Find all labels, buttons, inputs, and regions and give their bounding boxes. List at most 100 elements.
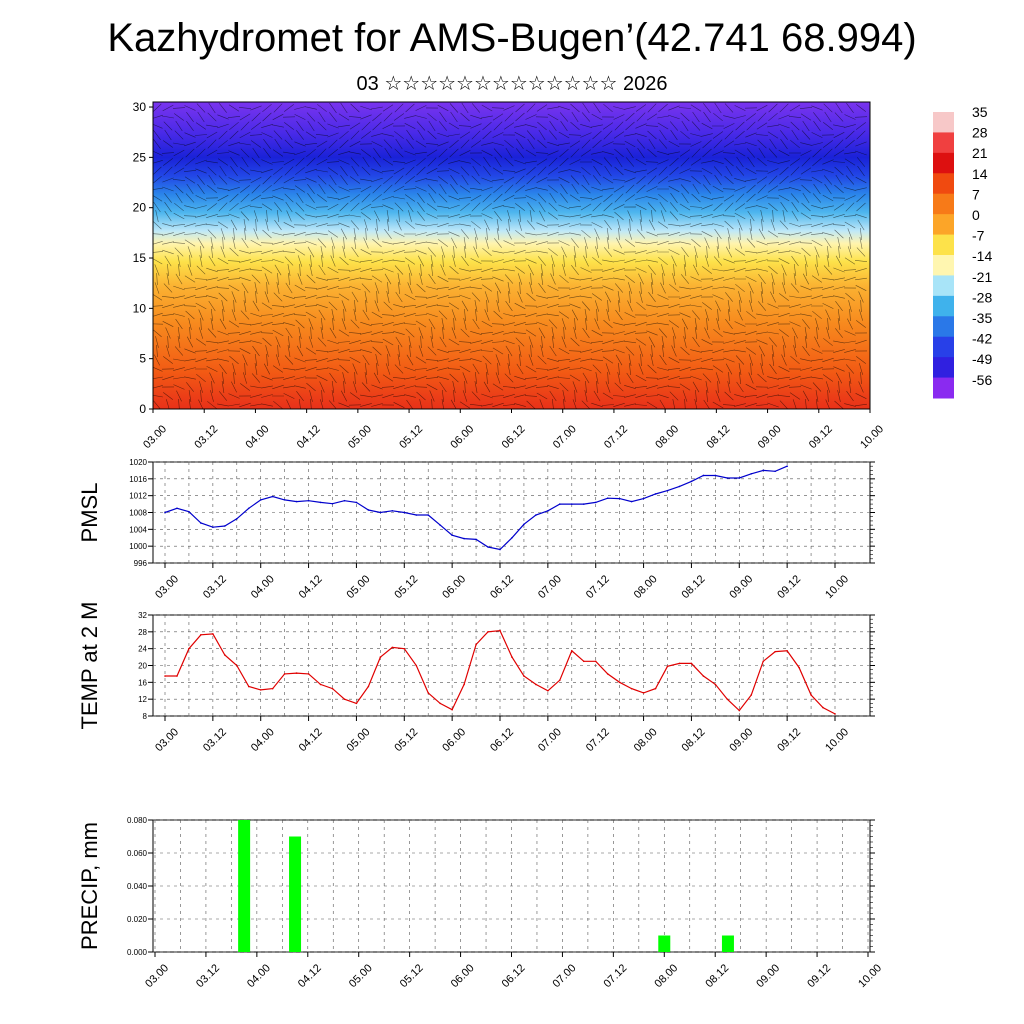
x-tick-label: 06.00	[440, 726, 468, 754]
data-point	[319, 501, 322, 504]
data-point	[343, 499, 346, 502]
y-tick-label: 1008	[129, 509, 147, 518]
data-point	[630, 687, 633, 690]
data-point	[164, 511, 166, 514]
data-point	[415, 664, 418, 667]
precip-bar	[238, 820, 251, 952]
data-point	[750, 694, 753, 696]
data-point	[786, 649, 788, 652]
wind-vectors	[153, 102, 868, 409]
data-point	[642, 692, 645, 694]
colorbar-swatch	[933, 152, 954, 174]
colorbar-label: -49	[972, 351, 992, 367]
data-point	[295, 672, 298, 674]
colorbar-label: 28	[972, 125, 988, 141]
data-point	[570, 649, 573, 652]
data-point	[247, 685, 250, 688]
colorbar-label: -7	[972, 228, 985, 244]
data-point	[714, 474, 717, 477]
data-point	[606, 497, 609, 499]
x-tick-label: 04.00	[245, 962, 273, 990]
surface-heat-cell	[630, 348, 770, 409]
y-tick-label: 996	[134, 559, 148, 568]
surface-heat-cell	[460, 310, 600, 409]
x-tick-label: 06.12	[488, 726, 516, 754]
y-tick-label: 8	[143, 712, 148, 721]
x-tick-label: 09.12	[775, 573, 803, 601]
x-tick-label: 04.00	[244, 423, 272, 451]
colorbar-swatch	[933, 193, 954, 215]
data-point	[200, 522, 202, 524]
data-point	[176, 675, 178, 677]
x-tick-label: 04.00	[249, 573, 277, 601]
x-tick-label: 03.12	[201, 573, 229, 601]
x-tick-label: 03.00	[141, 423, 169, 451]
x-tick-label: 04.12	[296, 962, 324, 990]
data-point	[212, 526, 214, 529]
y-tick-label: 24	[138, 645, 147, 654]
x-tick-label: 04.12	[297, 573, 325, 601]
colorbar-label: 14	[972, 166, 988, 182]
x-tick-label: 07.00	[551, 962, 579, 990]
data-point	[212, 633, 214, 635]
data-point	[750, 472, 753, 475]
y-tick-label: 5	[139, 352, 146, 366]
temp-panel: 8 12 16 20 24 28 32 TEMP at 2 M 03.00 03.12 04.00 0…	[77, 602, 875, 754]
y-tick-label: 1000	[129, 542, 147, 551]
x-tick-label: 07.12	[602, 423, 630, 451]
x-tick-label: 09.12	[775, 726, 803, 754]
x-tick-label: 03.00	[153, 726, 181, 754]
x-tick-label: 08.12	[680, 573, 708, 601]
data-point	[367, 509, 370, 511]
data-point	[487, 546, 489, 548]
data-point	[582, 660, 585, 663]
precip-bar	[658, 935, 671, 952]
x-tick-label: 05.00	[347, 962, 375, 990]
data-point	[271, 495, 274, 498]
cross-section-panel: 0 5 10 15 20 25 30 03.00 03.12 04.00 04.12 05.00 05.…	[133, 100, 886, 451]
y-tick-label: 0.000	[127, 948, 148, 957]
colorbar-swatch	[933, 275, 954, 297]
data-point	[618, 681, 621, 684]
colorbar-swatch	[933, 214, 954, 236]
y-tick-label: 28	[138, 628, 147, 637]
heatmap-field	[153, 102, 870, 409]
colorbar-label: 7	[972, 186, 980, 202]
data-point	[786, 465, 788, 468]
data-point	[559, 679, 561, 682]
x-tick-label: 03.00	[143, 962, 171, 990]
data-point	[726, 477, 729, 479]
data-point	[523, 523, 525, 526]
data-point	[690, 662, 693, 665]
data-point	[642, 497, 645, 500]
data-point	[738, 709, 741, 712]
data-point	[702, 675, 705, 677]
x-tick-label: 07.00	[536, 726, 564, 754]
y-tick-label: 0	[139, 402, 146, 416]
data-point	[654, 493, 657, 495]
data-point	[403, 647, 406, 650]
x-tick-label: 06.12	[500, 962, 528, 990]
y-axis-label: PRECIP, mm	[77, 822, 102, 950]
colorbar-swatch	[933, 173, 954, 195]
data-point	[439, 524, 441, 526]
data-point	[391, 510, 394, 512]
y-tick-label: 1020	[129, 458, 147, 467]
x-tick-label: 09.12	[807, 423, 835, 451]
colorbar-label: 0	[972, 207, 980, 223]
x-tick-label: 09.00	[727, 726, 755, 754]
x-tick-label: 04.00	[249, 726, 277, 754]
data-point	[535, 683, 537, 686]
data-point	[176, 507, 178, 510]
data-point	[726, 698, 729, 700]
x-tick-label: 06.00	[448, 423, 476, 451]
chart-title: Kazhydromet for AMS-Bugen’(42.741 68.994…	[107, 16, 917, 60]
data-point	[594, 501, 597, 504]
data-point	[415, 514, 418, 516]
y-tick-label: 1012	[129, 492, 147, 501]
data-point	[547, 510, 549, 512]
data-point	[690, 480, 693, 483]
x-tick-label: 10.00	[858, 423, 886, 451]
data-point	[307, 499, 310, 502]
